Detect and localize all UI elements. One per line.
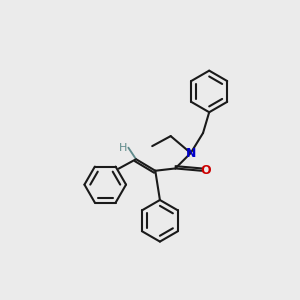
Text: O: O — [200, 164, 211, 177]
Text: H: H — [119, 143, 127, 153]
Text: N: N — [185, 146, 196, 160]
